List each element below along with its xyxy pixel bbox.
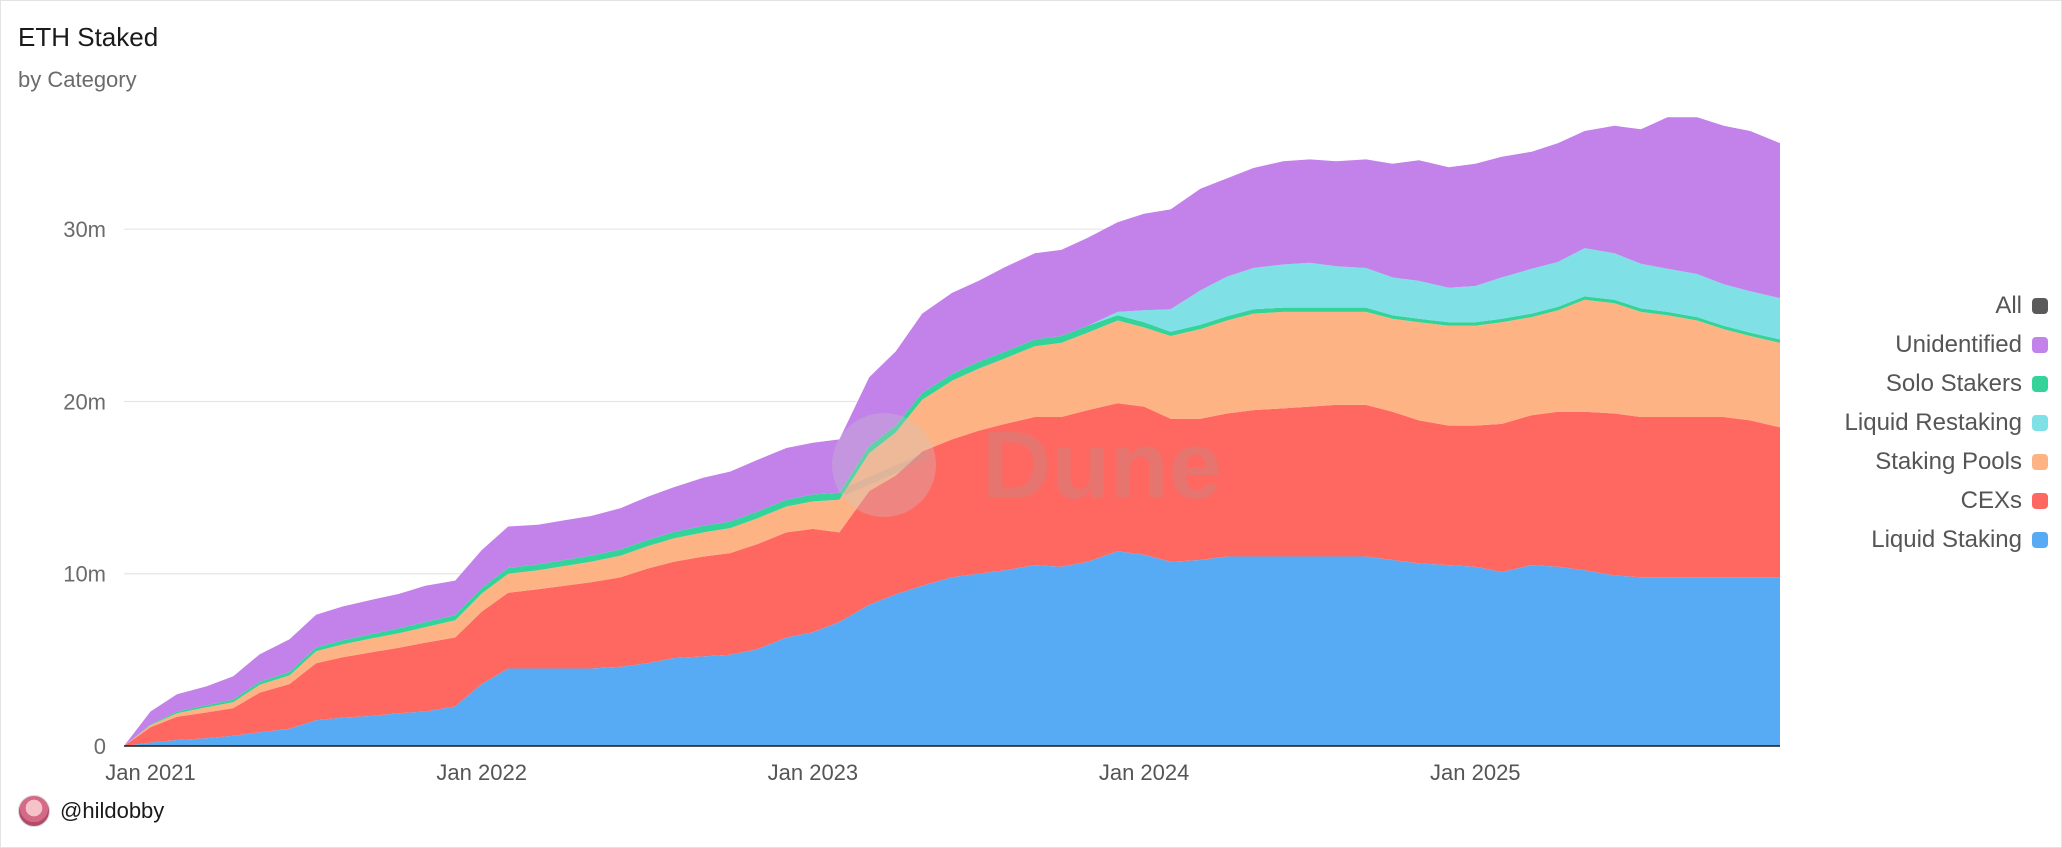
y-tick-label: 30m (63, 217, 106, 242)
legend-item-unidentified[interactable]: Unidentified (1895, 331, 2048, 359)
legend-item-liquid-staking[interactable]: Liquid Staking (1871, 526, 2048, 554)
legend-item-staking-pools[interactable]: Staking Pools (1875, 448, 2048, 476)
legend-label: Unidentified (1895, 331, 2022, 358)
legend-label: All (1995, 292, 2022, 319)
area-liquid-restaking[interactable] (124, 248, 1780, 746)
axes: 0 10m 20m 30m Jan 2021 Jan 2022 Jan 2023 Jan 20… (63, 217, 1780, 785)
y-tick-label: 20m (63, 389, 106, 414)
author-attribution[interactable]: @hildobby (18, 795, 164, 827)
legend-item-liquid-restaking[interactable]: Liquid Restaking (1845, 409, 2048, 437)
x-tick-label: Jan 2024 (1099, 760, 1190, 785)
legend-swatch (2032, 493, 2048, 509)
area-liquid-staking[interactable] (124, 551, 1780, 746)
x-tick-label: Jan 2022 (436, 760, 527, 785)
x-tick-label: Jan 2023 (768, 760, 859, 785)
legend-label: Liquid Staking (1871, 526, 2022, 553)
legend-item-solo-stakers[interactable]: Solo Stakers (1886, 370, 2048, 398)
legend-item-all[interactable]: All (1995, 292, 2048, 320)
y-tick-label: 0 (94, 734, 106, 759)
area-unidentified[interactable] (124, 117, 1780, 746)
legend-label: Staking Pools (1875, 448, 2022, 475)
legend: All Unidentified Solo Stakers Liquid Restak… (1845, 292, 2048, 554)
y-tick-label: 10m (63, 562, 106, 587)
legend-swatch (2032, 298, 2048, 314)
avatar (18, 795, 50, 827)
legend-label: Solo Stakers (1885, 370, 2022, 397)
legend-swatch (2032, 454, 2048, 470)
legend-swatch (2032, 532, 2048, 548)
legend-swatch (2032, 337, 2048, 353)
legend-label: CEXs (1960, 487, 2022, 514)
legend-swatch (2032, 415, 2048, 431)
legend-label: Liquid Restaking (1844, 409, 2022, 436)
chart-title: ETH Staked (18, 22, 159, 52)
area-series-layer (124, 117, 1780, 746)
x-tick-label: Jan 2025 (1430, 760, 1521, 785)
area-staking-pools[interactable] (124, 299, 1780, 746)
x-tick-label: Jan 2021 (105, 760, 196, 785)
area-cexs[interactable] (124, 403, 1780, 746)
legend-swatch (2032, 376, 2048, 392)
chart-subtitle: by Category (18, 67, 137, 92)
legend-item-cexs[interactable]: CEXs (1961, 487, 2048, 515)
author-handle[interactable]: @hildobby (60, 798, 165, 823)
